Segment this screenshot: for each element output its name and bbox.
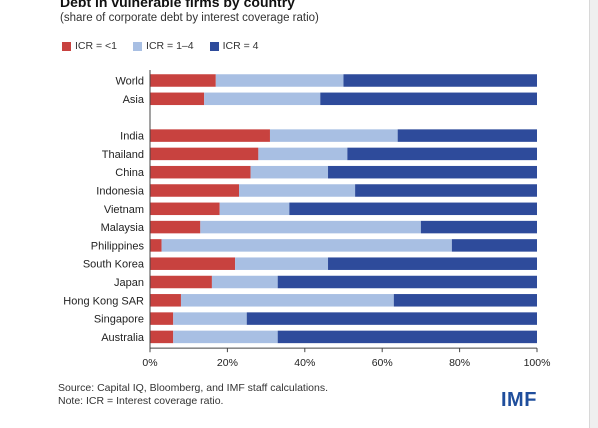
- bar-segment-singapore-icr-low: [150, 312, 174, 325]
- bar-segment-asia-icr-mid: [204, 92, 321, 106]
- legend-label-icr-high: ICR = 4: [222, 40, 259, 52]
- bar-segment-china-icr-low: [150, 165, 251, 179]
- category-label-thailand: Thailand: [102, 149, 144, 161]
- legend-swatch-icr-low: [62, 41, 71, 51]
- bar-segment-australia-icr-mid: [173, 330, 278, 344]
- bar-segment-malaysia-icr-high: [420, 220, 537, 234]
- bar-segment-china-icr-mid: [250, 165, 329, 179]
- bar-segment-asia-icr-low: [150, 92, 205, 106]
- category-label-australia: Australia: [101, 332, 145, 344]
- bar-segment-china-icr-high: [328, 165, 537, 179]
- icr-note: Note: ICR = Interest coverage ratio.: [58, 395, 224, 407]
- bar-segment-world-icr-mid: [215, 74, 344, 87]
- category-label-vietnam: Vietnam: [104, 204, 144, 216]
- category-label-world: World: [115, 76, 144, 88]
- bar-segment-australia-icr-high: [277, 330, 537, 344]
- stacked-bar-chart: World Asia India Thailand China Indonesia Viet…: [63, 70, 551, 369]
- bar-segment-vietnam-icr-low: [150, 202, 220, 216]
- legend-label-icr-mid: ICR = 1–4: [146, 40, 194, 52]
- bar-segment-philippines-icr-mid: [161, 239, 452, 252]
- bar-segment-india-icr-low: [150, 129, 270, 142]
- x-tick-label-2: 40%: [294, 357, 315, 369]
- category-label-singapore: Singapore: [94, 314, 144, 326]
- bar-segment-malaysia-icr-low: [150, 220, 201, 234]
- bar-segment-thailand-icr-high: [347, 147, 537, 161]
- bar-segment-australia-icr-low: [150, 330, 174, 344]
- bar-segment-japan-icr-mid: [211, 275, 278, 289]
- legend-item-icr-mid: ICR = 1–4: [133, 40, 194, 52]
- category-label-indonesia: Indonesia: [96, 186, 145, 198]
- bar-segment-world-icr-high: [343, 74, 537, 87]
- source-note: Source: Capital IQ, Bloomberg, and IMF s…: [58, 382, 329, 394]
- category-label-asia: Asia: [123, 94, 145, 106]
- bar-segment-japan-icr-low: [150, 275, 212, 289]
- x-tick-label-1: 20%: [217, 357, 238, 369]
- category-label-malaysia: Malaysia: [101, 222, 145, 234]
- bar-segment-hong-kong-sar-icr-low: [150, 294, 181, 307]
- bar-segment-south-korea-icr-mid: [235, 257, 329, 270]
- legend-item-icr-low: ICR = <1: [62, 40, 117, 52]
- x-tick-label-3: 60%: [372, 357, 393, 369]
- category-label-india: India: [120, 131, 145, 143]
- bar-segment-singapore-icr-mid: [173, 312, 247, 325]
- category-label-south-korea: South Korea: [83, 259, 145, 271]
- chart-legend: ICR = <1 ICR = 1–4 ICR = 4: [62, 40, 275, 52]
- bar-segment-vietnam-icr-high: [289, 202, 537, 216]
- chart-title: Debt in vulnerable firms by country: [60, 0, 295, 10]
- bar-segment-asia-icr-high: [320, 92, 537, 106]
- bar-segment-thailand-icr-low: [150, 147, 259, 161]
- category-label-hong-kong-sar: Hong Kong SAR: [63, 295, 144, 307]
- legend-swatch-icr-high: [209, 41, 219, 51]
- bar-segment-japan-icr-high: [277, 275, 537, 289]
- bar-segment-singapore-icr-high: [246, 312, 537, 325]
- imf-logo: IMF: [501, 389, 537, 411]
- bar-segment-south-korea-icr-high: [328, 257, 537, 270]
- x-tick-label-4: 80%: [449, 357, 470, 369]
- bar-segment-hong-kong-sar-icr-high: [393, 294, 537, 307]
- bar-segment-philippines-icr-high: [451, 239, 537, 252]
- bar-segment-south-korea-icr-low: [150, 257, 236, 270]
- legend-swatch-icr-mid: [133, 41, 143, 51]
- bar-segment-world-icr-low: [150, 74, 216, 87]
- bar-segment-malaysia-icr-mid: [200, 220, 421, 234]
- bar-segment-hong-kong-sar-icr-mid: [180, 294, 394, 307]
- bar-segment-thailand-icr-mid: [258, 147, 348, 161]
- legend-label-icr-low: ICR = <1: [75, 40, 118, 52]
- bar-segment-indonesia-icr-low: [150, 184, 240, 197]
- bar-segment-india-icr-mid: [269, 129, 398, 142]
- bar-segment-india-icr-high: [397, 129, 537, 142]
- bar-segment-philippines-icr-low: [150, 239, 162, 252]
- chart-footer: Source: Capital IQ, Bloomberg, and IMF s…: [58, 382, 328, 408]
- category-label-philippines: Philippines: [91, 240, 145, 252]
- chart-subtitle: (share of corporate debt by interest cov…: [60, 12, 319, 24]
- bar-segment-indonesia-icr-high: [355, 184, 537, 197]
- bar-segment-vietnam-icr-mid: [219, 202, 290, 216]
- window-edge: [589, 0, 598, 428]
- legend-item-icr-high: ICR = 4: [209, 40, 259, 52]
- category-label-china: China: [115, 167, 145, 179]
- x-tick-label-0: 0%: [142, 357, 157, 369]
- x-tick-label-5: 100%: [524, 357, 551, 369]
- bar-segment-indonesia-icr-mid: [239, 184, 356, 197]
- category-label-japan: Japan: [114, 277, 144, 289]
